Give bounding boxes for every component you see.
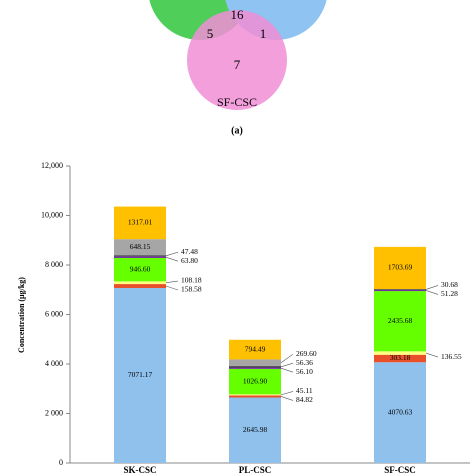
bar-segment <box>114 255 166 257</box>
data-label: 136.55 <box>441 352 462 361</box>
bar-segment <box>114 256 166 258</box>
data-label: 51.28 <box>441 289 458 298</box>
data-label: 794.49 <box>245 344 266 353</box>
x-tick-label: SK-CSC <box>123 465 156 474</box>
leader-line <box>425 290 439 295</box>
bar-segment <box>114 239 166 256</box>
venn-label: SF-CSC <box>217 95 257 109</box>
venn-diagram: 16 5 1 7 SF-CSC (a) <box>149 0 327 136</box>
leader-line <box>165 280 179 284</box>
data-label: 108.18 <box>181 276 202 285</box>
venn-circle <box>187 10 287 110</box>
bar-segment <box>374 354 426 363</box>
bar-segment <box>229 397 281 463</box>
y-tick-label: 4 000 <box>45 359 63 368</box>
y-tick-label: 10,000 <box>41 210 63 219</box>
data-label: 47.48 <box>181 247 198 256</box>
bar-segment <box>229 367 281 369</box>
y-tick-label: 8 000 <box>45 260 63 269</box>
bar-segment <box>229 359 281 367</box>
bar-segment <box>229 339 281 360</box>
data-label: 45.11 <box>296 386 313 395</box>
data-label: 303.18 <box>390 353 411 362</box>
bar-segment <box>114 257 166 282</box>
y-axis-label: Concentration (μg/kg) <box>17 277 26 353</box>
data-label: 1317.01 <box>128 218 153 227</box>
data-label: 946.60 <box>130 264 151 273</box>
x-tick-label: PL-CSC <box>239 465 272 474</box>
bar-segment <box>229 395 281 398</box>
caption: (a) <box>231 125 243 136</box>
leader-line <box>280 362 294 368</box>
leader-line <box>165 256 179 262</box>
leader-line <box>425 352 439 358</box>
data-label: 2435.68 <box>388 316 413 325</box>
x-tick-label: SF-CSC <box>384 465 416 474</box>
bar-segment <box>114 287 166 463</box>
bar-segment <box>114 284 166 288</box>
bar-segment <box>374 351 426 355</box>
data-label: 30.68 <box>441 280 458 289</box>
bar-segment <box>374 289 426 290</box>
data-label: 269.60 <box>296 349 317 358</box>
data-label: 158.58 <box>181 285 202 294</box>
data-label: 56.10 <box>296 367 313 376</box>
leader-line <box>425 285 439 290</box>
y-tick-label: 12,000 <box>41 161 63 170</box>
bar-segment <box>374 289 426 292</box>
data-label: 648.15 <box>130 242 151 251</box>
data-label: 7071.17 <box>128 370 153 379</box>
venn-count: 1 <box>260 26 267 41</box>
leader-line <box>165 251 179 257</box>
bar-segment <box>229 368 281 395</box>
bar-segment <box>374 246 426 290</box>
y-tick-label: 2 000 <box>45 408 63 417</box>
venn-count: 7 <box>234 57 241 72</box>
leader-line <box>280 396 294 401</box>
bar-segment <box>229 394 281 396</box>
leader-line <box>280 367 294 373</box>
y-tick-label: 0 <box>59 458 63 467</box>
leader-line <box>280 391 294 396</box>
data-label: 2645.98 <box>243 425 268 434</box>
bar-segment <box>114 206 166 240</box>
data-label: 1703.69 <box>388 263 413 272</box>
leader-line <box>165 285 179 291</box>
bar-segment <box>374 362 426 463</box>
bar-segment <box>374 291 426 352</box>
bar-segment <box>114 281 166 285</box>
data-label: 84.82 <box>296 395 313 404</box>
data-label: 56.36 <box>296 358 313 367</box>
data-label: 63.80 <box>181 256 198 265</box>
bar-segment <box>229 366 281 368</box>
venn-count: 16 <box>231 7 245 22</box>
y-tick-label: 6 000 <box>45 309 63 318</box>
data-label: 1026.90 <box>243 376 268 385</box>
leader-line <box>280 353 294 364</box>
venn-count: 5 <box>207 26 214 41</box>
data-label: 4070.63 <box>388 407 413 416</box>
